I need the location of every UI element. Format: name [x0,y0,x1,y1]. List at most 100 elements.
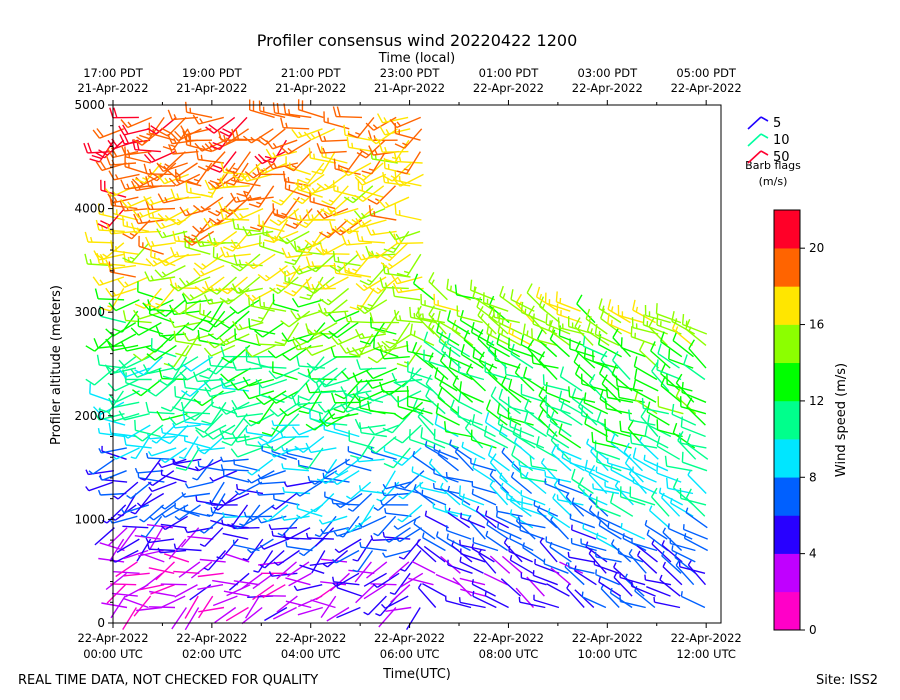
barb-full-feather [596,451,598,463]
barb-full-feather [281,353,291,361]
wind-barb [203,217,235,228]
barb-full-feather [459,381,462,392]
barb-full-feather [150,125,160,133]
wind-barb [482,292,509,312]
barb-staff [592,441,619,449]
wind-barb [675,560,695,586]
barb-half-feather [310,508,316,513]
barb-staff [539,305,561,324]
wind-barb [219,116,248,137]
wind-barb [458,485,485,506]
barb-full-feather [664,455,668,467]
wind-barb [138,584,165,591]
barb-half-feather [280,432,284,438]
barb-full-feather [120,179,126,190]
barb-staff [472,296,496,312]
wind-barb [539,396,558,426]
barb-half-feather [422,532,425,538]
wind-barb [423,331,446,358]
wind-barb [285,208,313,230]
barb-staff [472,595,497,609]
wind-barb [558,390,583,415]
barb-full-feather [274,341,285,346]
wind-barb [629,432,658,449]
wind-barb [251,299,276,323]
barb-half-feather [149,516,155,521]
barb-staff [154,344,177,361]
barb-full-feather [109,107,114,118]
barb-staff [574,570,597,586]
barb-full-feather [194,142,203,152]
barb-full-feather [193,398,203,407]
barb-half-feather [659,574,663,581]
wind-barb [584,413,609,438]
barb-staff [348,219,372,235]
barb-half-feather [306,294,312,297]
barb-staff [252,584,275,601]
colorbar-segment [774,591,800,631]
wind-barb [192,458,214,481]
barb-staff [397,515,421,530]
barb-staff [124,413,150,421]
barb-half-feather [547,507,551,514]
barb-full-feather [305,256,311,267]
barb-full-feather [393,381,404,388]
wind-barb [185,181,213,198]
wind-barb [216,538,239,560]
wind-barb [268,367,300,380]
barb-full-feather [208,124,218,132]
barb-half-feather [173,138,177,144]
barb-staff [259,110,286,119]
wind-barb [92,128,125,139]
wind-barb [296,504,324,519]
barb-full-feather [609,492,614,503]
barb-staff [274,112,301,119]
wind-barb [88,458,115,475]
barb-full-feather [656,359,659,370]
barb-staff [358,189,384,198]
wind-barb [259,235,285,255]
barb-full-feather [265,148,273,159]
barb-staff [235,338,261,347]
barb-staff [130,481,152,499]
barb-staff [457,416,483,426]
wind-barb [265,148,298,159]
barb-full-feather [632,379,637,390]
barb-full-feather [499,285,504,297]
wind-barb [499,472,521,495]
barb-half-feather [624,573,628,579]
wind-barb [221,413,248,436]
barb-half-feather [176,193,180,199]
barb-full-feather [536,436,540,447]
barb-full-feather [130,327,140,336]
barb-staff [680,442,707,449]
colorbar-tick-label: 20 [809,241,824,255]
barb-staff [260,435,286,447]
wind-barb [321,470,349,485]
barb-full-feather [95,151,105,159]
barb-staff [281,515,301,537]
barb-half-feather [638,436,643,442]
wind-barb [460,344,484,369]
barb-staff [385,481,412,490]
barb-full-feather [156,163,167,170]
barb-staff [391,413,411,434]
barb-full-feather [683,354,688,365]
barb-full-feather [94,288,99,299]
barb-staff [154,333,175,353]
barb-full-feather [333,158,336,170]
barb-staff [485,421,508,438]
barb-full-feather [220,208,231,215]
x-tick-date: 22-Apr-2022 [473,631,544,645]
barb-half-feather [236,196,241,202]
barb-half-feather [199,543,206,548]
wind-barb [549,541,572,563]
barb-staff [186,367,211,381]
barb-full-feather [556,303,559,315]
wind-barb [628,409,656,426]
barb-staff [112,212,139,221]
barb-staff [148,538,175,544]
wind-barb [417,307,446,324]
barb-half-feather [97,427,101,434]
barb-full-feather [389,118,398,128]
